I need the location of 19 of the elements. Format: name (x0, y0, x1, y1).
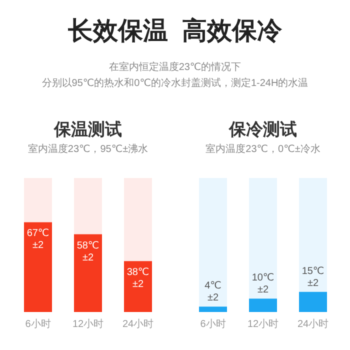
x-tick-label: 12小时 (247, 318, 279, 330)
data-label: 15℃ ±2 (302, 266, 324, 289)
text: 长效保温 高效保冷 (67, 16, 283, 47)
text: 分别以95℃的热水和0℃的冷水封盖测试，测定1-24H的水温 (40, 76, 310, 90)
chart-subtitle: 室内温度23℃，0℃±冷水 (204, 142, 322, 157)
data-label: 38℃ ±2 (126, 267, 150, 290)
x-tick-label: 6小时 (25, 318, 51, 330)
x-tick-label: 24小时 (122, 318, 154, 330)
data-label: 58℃ ±2 (76, 240, 100, 264)
chart-title: 保温测试 (52, 119, 123, 141)
data-label: 10℃ ±2 (252, 272, 274, 296)
x-tick-label: 6小时 (200, 318, 226, 330)
data-label: 67℃ ±2 (26, 228, 50, 252)
text: 在室内恒定温度23℃的情况下 (108, 60, 242, 74)
chart-title: 保冷测试 (228, 119, 298, 141)
data-label: 4℃ ±2 (204, 280, 222, 304)
x-tick-label: 24小时 (297, 318, 329, 330)
chart-subtitle: 室内温度23℃，95℃±沸水 (26, 142, 150, 157)
x-tick-label: 12小时 (72, 318, 104, 330)
